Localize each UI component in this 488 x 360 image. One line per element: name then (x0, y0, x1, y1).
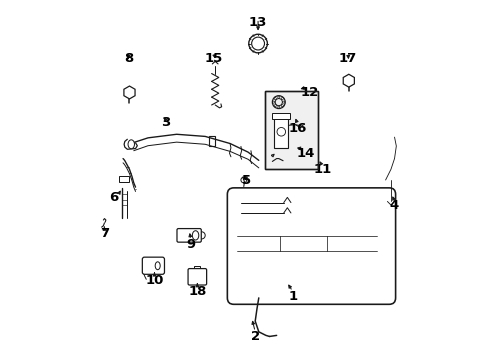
Text: 11: 11 (313, 163, 331, 176)
FancyBboxPatch shape (177, 229, 201, 242)
FancyBboxPatch shape (227, 188, 395, 304)
Ellipse shape (192, 231, 198, 240)
Text: 18: 18 (188, 285, 206, 298)
Text: 15: 15 (204, 52, 223, 65)
Text: 2: 2 (250, 330, 259, 343)
Bar (194, 266, 200, 270)
Bar (264, 91, 317, 169)
Text: 3: 3 (161, 116, 170, 129)
FancyBboxPatch shape (188, 269, 206, 285)
Text: 10: 10 (145, 274, 163, 287)
Text: 14: 14 (296, 147, 314, 160)
Text: 13: 13 (248, 16, 267, 29)
Text: 8: 8 (123, 52, 133, 65)
Polygon shape (123, 86, 135, 99)
Bar (272, 113, 290, 119)
Bar (119, 176, 129, 182)
Text: 5: 5 (241, 174, 250, 186)
Bar (264, 91, 317, 169)
Text: 7: 7 (100, 227, 109, 240)
Text: 16: 16 (287, 122, 306, 135)
Text: 17: 17 (338, 52, 357, 65)
Text: 6: 6 (109, 192, 119, 204)
Text: 9: 9 (186, 238, 195, 251)
Bar (274, 116, 288, 148)
Text: 12: 12 (300, 86, 318, 99)
FancyBboxPatch shape (142, 257, 164, 274)
Ellipse shape (155, 262, 160, 270)
Ellipse shape (128, 140, 134, 149)
Polygon shape (343, 74, 354, 87)
Text: 1: 1 (287, 289, 297, 303)
Bar (208, 136, 215, 147)
Text: 4: 4 (389, 198, 398, 212)
